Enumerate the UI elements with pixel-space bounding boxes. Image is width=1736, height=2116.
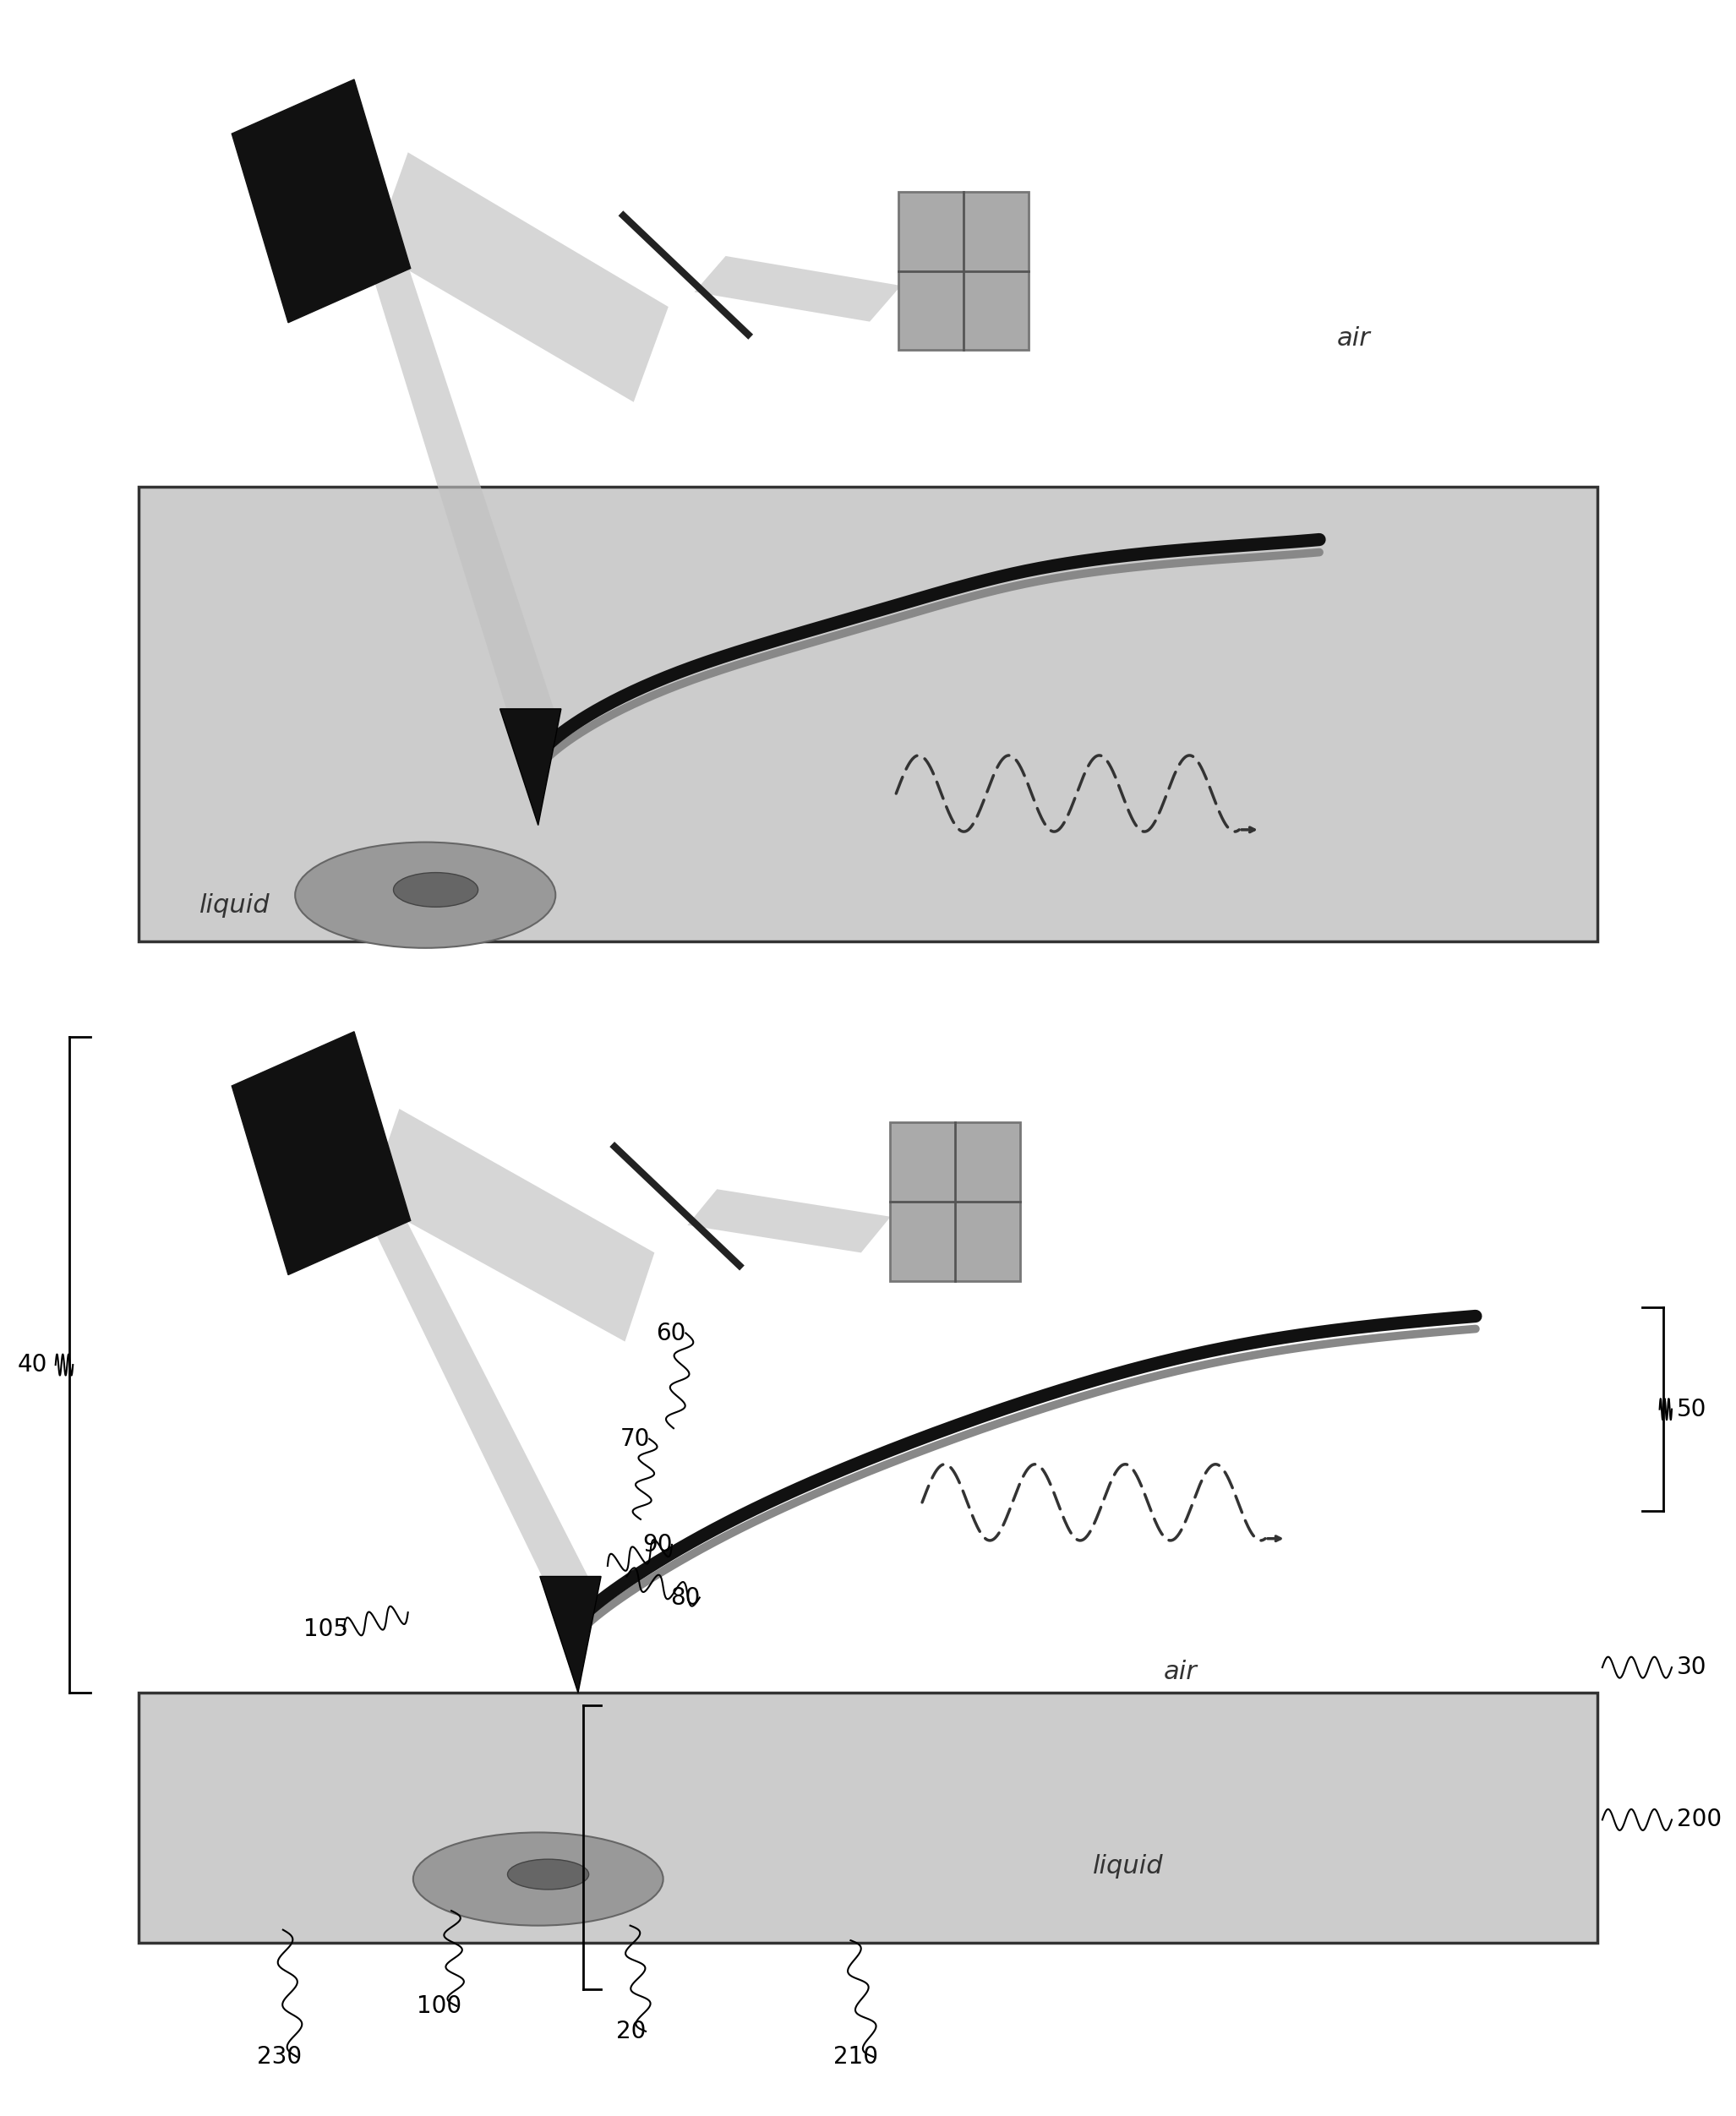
Text: 90: 90 [642,1532,672,1557]
Bar [139,1693,1597,1942]
Text: 80: 80 [670,1585,700,1610]
Text: 210: 210 [833,2044,878,2069]
Text: 70: 70 [620,1426,649,1452]
Ellipse shape [413,1832,663,1926]
Polygon shape [365,250,564,772]
Ellipse shape [295,842,556,948]
Polygon shape [368,1109,654,1342]
Bar [139,487,1597,942]
Text: 100: 100 [417,1993,462,2019]
Text: 105: 105 [304,1617,349,1642]
Ellipse shape [507,1860,589,1890]
Polygon shape [694,256,901,322]
Text: 30: 30 [1677,1655,1706,1680]
Polygon shape [233,80,410,322]
Text: air: air [1337,326,1371,351]
Text: 230: 230 [257,2044,302,2069]
Text: 50: 50 [1677,1397,1706,1422]
Text: 40: 40 [17,1352,47,1378]
Polygon shape [540,1576,601,1693]
Text: liquid: liquid [200,893,269,918]
Text: air: air [1163,1659,1198,1684]
Polygon shape [373,152,668,402]
Text: 20: 20 [616,2019,646,2044]
Polygon shape [359,1200,604,1629]
Polygon shape [500,709,561,825]
Bar [899,193,1028,349]
Bar [891,1121,1021,1280]
Polygon shape [233,1033,410,1274]
Polygon shape [687,1189,891,1253]
Text: 60: 60 [656,1320,686,1346]
Ellipse shape [394,872,477,908]
Text: 200: 200 [1677,1807,1722,1832]
Text: liquid: liquid [1094,1854,1163,1879]
